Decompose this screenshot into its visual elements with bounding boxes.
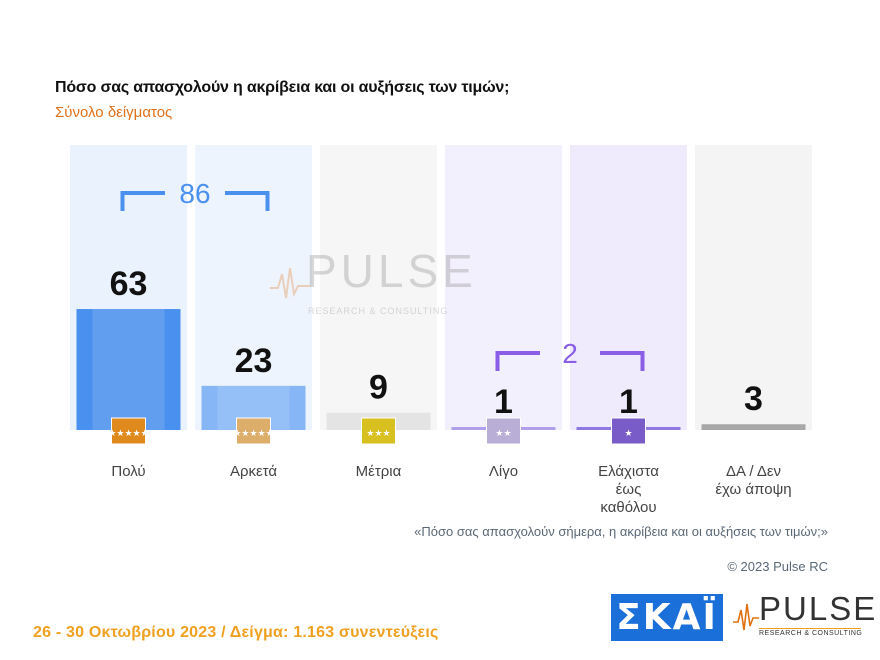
pulse-logo-word: PULSE <box>759 590 878 627</box>
chart-title: Πόσο σας απασχολούν η ακρίβεια και οι αυ… <box>55 79 510 96</box>
bar <box>76 309 181 430</box>
pulse-wave-icon <box>733 603 759 631</box>
data-label: 9 <box>369 369 388 407</box>
pulse-logo-divider <box>759 628 861 629</box>
sum-bracket-label: 2 <box>562 338 578 369</box>
star-badge-stars: ★★ <box>495 429 511 439</box>
star-badge-stars: ★★★★★ <box>233 429 273 439</box>
pulse-logo: PULSE RESEARCH & CONSULTING <box>733 590 875 642</box>
copyright-text: © 2023 Pulse RC <box>727 559 828 574</box>
star-badge <box>611 417 646 445</box>
category-label: Λίγο <box>489 463 518 480</box>
data-label: 23 <box>235 342 273 380</box>
sum-bracket-label: 86 <box>179 178 210 209</box>
star-badge <box>111 417 146 445</box>
column-background <box>445 145 562 430</box>
star-badge-stars: ★★★ <box>366 429 390 439</box>
category-label: έχω άποψη <box>715 481 791 498</box>
star-badge-stars: ★ <box>624 429 632 439</box>
data-label: 63 <box>110 265 148 303</box>
data-label: 1 <box>619 383 638 421</box>
star-badge-stars: ★★★★★ <box>108 429 148 439</box>
pulse-wave-icon <box>270 267 310 299</box>
category-label: Αρκετά <box>230 463 277 480</box>
star-badge <box>236 417 271 445</box>
star-badge <box>486 417 521 445</box>
pulse-logo-tagline: RESEARCH & CONSULTING <box>759 630 863 637</box>
category-label: Μέτρια <box>356 463 402 480</box>
bar <box>701 424 806 430</box>
skai-logo: ΣΚΑΪ <box>611 594 723 641</box>
column-background <box>695 145 812 430</box>
category-label: Πολύ <box>111 463 145 480</box>
data-label: 1 <box>494 383 513 421</box>
category-label: Ελάχιστα <box>598 463 659 480</box>
bar-highlight <box>92 309 165 430</box>
sum-bracket <box>120 191 270 211</box>
sum-bracket <box>495 351 645 371</box>
question-text: «Πόσο σας απασχολούν σήμερα, η ακρίβεια … <box>414 524 828 539</box>
watermark-tagline: RESEARCH & CONSULTING <box>308 306 449 316</box>
star-badge <box>361 417 396 445</box>
bar-chart: 63★★★★★Πολύ23★★★★★Αρκετά9★★★Μέτρια1★★Λίγ… <box>70 145 812 516</box>
pulse-watermark-logo: PULSE RESEARCH & CONSULTING <box>270 245 473 324</box>
chart-subtitle: Σύνολο δείγματος <box>55 104 173 121</box>
watermark-word: PULSE <box>306 245 477 297</box>
category-label: έως <box>616 481 642 498</box>
data-label: 3 <box>744 380 763 418</box>
footer-date-sample: 26 - 30 Οκτωβρίου 2023 / Δείγμα: 1.163 σ… <box>33 624 439 641</box>
column-background <box>320 145 437 430</box>
category-label: καθόλου <box>600 499 656 516</box>
column-background <box>570 145 687 430</box>
category-label: ΔΑ / Δεν <box>726 463 781 480</box>
